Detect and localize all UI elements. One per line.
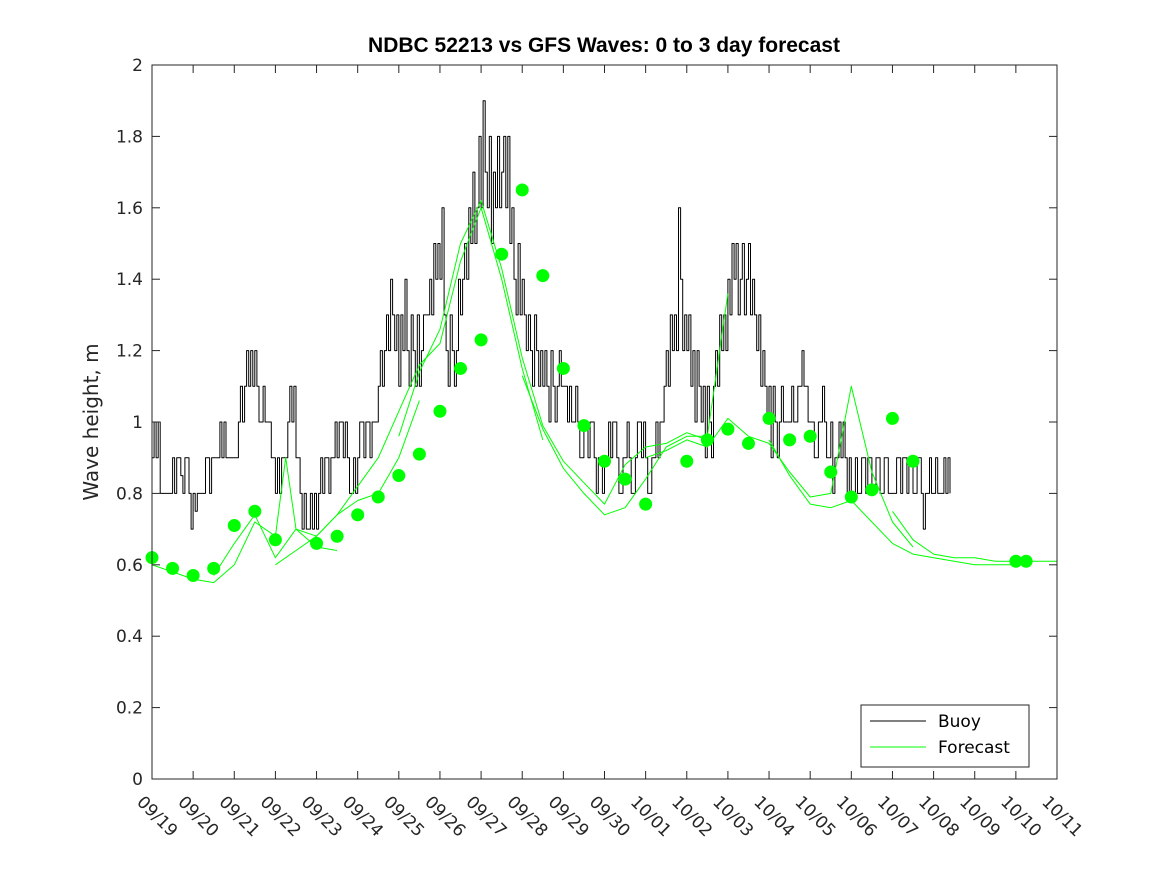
forecast-marker <box>515 183 529 197</box>
forecast-marker <box>700 433 714 447</box>
y-tick-label: 0.6 <box>116 556 143 576</box>
y-axis-ticks: 0 0.2 0.4 0.6 0.8 1 1.2 1.4 1.6 1.8 2 <box>116 56 1057 790</box>
forecast-marker <box>844 490 858 504</box>
forecast-marker <box>762 411 776 425</box>
legend: Buoy Forecast <box>860 704 1030 768</box>
forecast-marker <box>433 404 447 418</box>
forecast-marker <box>556 361 570 375</box>
forecast-series-line-7 <box>768 439 1016 566</box>
y-tick-label: 1.8 <box>116 127 143 147</box>
legend-buoy-label: Buoy <box>938 712 981 732</box>
forecast-marker <box>166 561 180 575</box>
forecast-series-line-3 <box>275 207 544 566</box>
y-tick-label: 1.4 <box>116 270 143 290</box>
forecast-marker <box>783 433 797 447</box>
data-layer <box>145 100 1057 584</box>
forecast-marker <box>371 490 385 504</box>
forecast-marker <box>639 497 653 511</box>
forecast-series-line-4 <box>398 200 708 505</box>
forecast-marker <box>454 361 468 375</box>
forecast-marker <box>268 533 282 547</box>
forecast-marker <box>351 508 365 522</box>
forecast-marker <box>227 519 241 533</box>
forecast-marker <box>721 422 735 436</box>
y-tick-label: 0.4 <box>116 627 143 647</box>
forecast-marker <box>1019 554 1033 568</box>
forecast-series-line-5 <box>521 293 729 516</box>
y-tick-label: 1.2 <box>116 342 143 362</box>
plot-area <box>152 65 1057 779</box>
forecast-marker <box>310 536 324 550</box>
forecast-marker <box>474 333 488 347</box>
y-tick-label: 0.8 <box>116 484 143 504</box>
chart-title: NDBC 52213 vs GFS Waves: 0 to 3 day fore… <box>368 34 840 57</box>
forecast-series-line-1 <box>151 457 338 584</box>
forecast-marker <box>865 483 879 497</box>
buoy-series-line <box>152 100 951 530</box>
forecast-marker <box>906 454 920 468</box>
forecast-marker <box>536 269 550 283</box>
forecast-marker <box>577 419 591 433</box>
forecast-marker <box>618 472 632 486</box>
forecast-marker <box>598 454 611 468</box>
forecast-marker <box>803 429 817 443</box>
y-tick-label: 0 <box>132 770 143 790</box>
legend-box <box>860 704 1030 768</box>
forecast-marker <box>248 504 262 518</box>
forecast-marker <box>885 411 899 425</box>
forecast-marker <box>207 561 221 575</box>
forecast-marker <box>824 465 838 479</box>
forecast-marker <box>186 569 200 583</box>
y-tick-label: 1 <box>132 413 143 433</box>
forecast-marker <box>741 436 755 450</box>
forecast-marker <box>680 454 694 468</box>
y-tick-label: 0.2 <box>116 699 143 719</box>
legend-forecast-label: Forecast <box>938 738 1010 758</box>
forecast-marker <box>495 247 509 261</box>
forecast-marker <box>412 447 426 461</box>
y-tick-label: 2 <box>132 56 143 76</box>
forecast-marker <box>392 469 406 483</box>
y-tick-label: 1.6 <box>116 199 143 219</box>
forecast-marker <box>330 529 344 543</box>
y-axis-label: Wave height, m <box>79 343 103 500</box>
